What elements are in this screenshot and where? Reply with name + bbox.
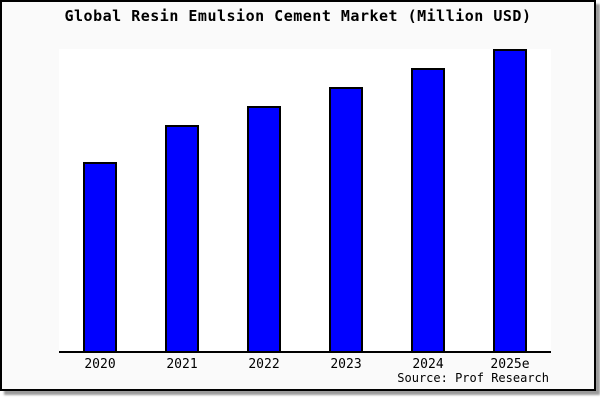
x-tick-2022: 2022	[248, 357, 280, 372]
bar-slot-2025e	[469, 49, 551, 351]
plot-area	[59, 49, 551, 353]
x-axis-labels: 2020 2021 2022 2023 2024 2025e	[59, 357, 551, 372]
bar-2020	[83, 161, 117, 351]
bar-slot-2022	[223, 49, 305, 351]
x-tick-2023: 2023	[330, 357, 362, 372]
bar-2024	[411, 68, 445, 351]
bar-2023	[329, 87, 363, 351]
x-tick-2020: 2020	[84, 357, 116, 372]
chart-title: Global Resin Emulsion Cement Market (Mil…	[64, 7, 532, 25]
x-tick-2021: 2021	[166, 357, 198, 372]
bars-row	[59, 49, 551, 351]
bar-2021	[165, 125, 199, 351]
chart-card: Global Resin Emulsion Cement Market (Mil…	[0, 0, 596, 391]
x-tick-2025e: 2025e	[490, 357, 530, 372]
x-tick-2024: 2024	[412, 357, 444, 372]
bar-slot-2023	[305, 49, 387, 351]
bar-slot-2024	[387, 49, 469, 351]
bar-2022	[247, 106, 281, 351]
bar-2025e	[493, 49, 527, 351]
bar-slot-2021	[141, 49, 223, 351]
source-attribution: Source: Prof Research	[397, 371, 549, 385]
bar-slot-2020	[59, 49, 141, 351]
